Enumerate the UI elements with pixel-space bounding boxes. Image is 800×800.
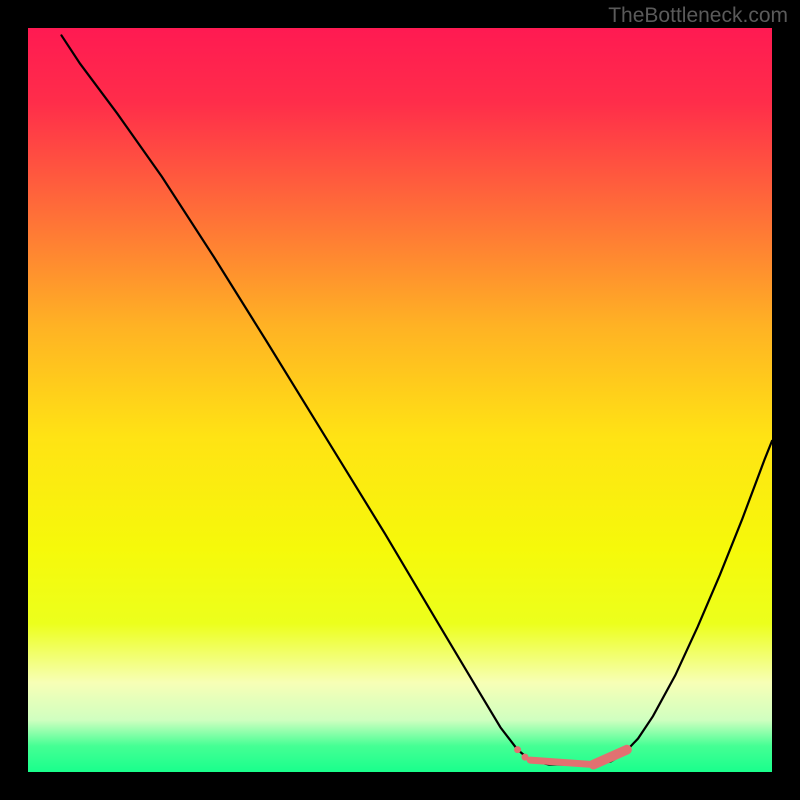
- bottleneck-chart: [0, 0, 800, 800]
- plot-background: [28, 28, 772, 772]
- watermark-text: TheBottleneck.com: [608, 4, 788, 28]
